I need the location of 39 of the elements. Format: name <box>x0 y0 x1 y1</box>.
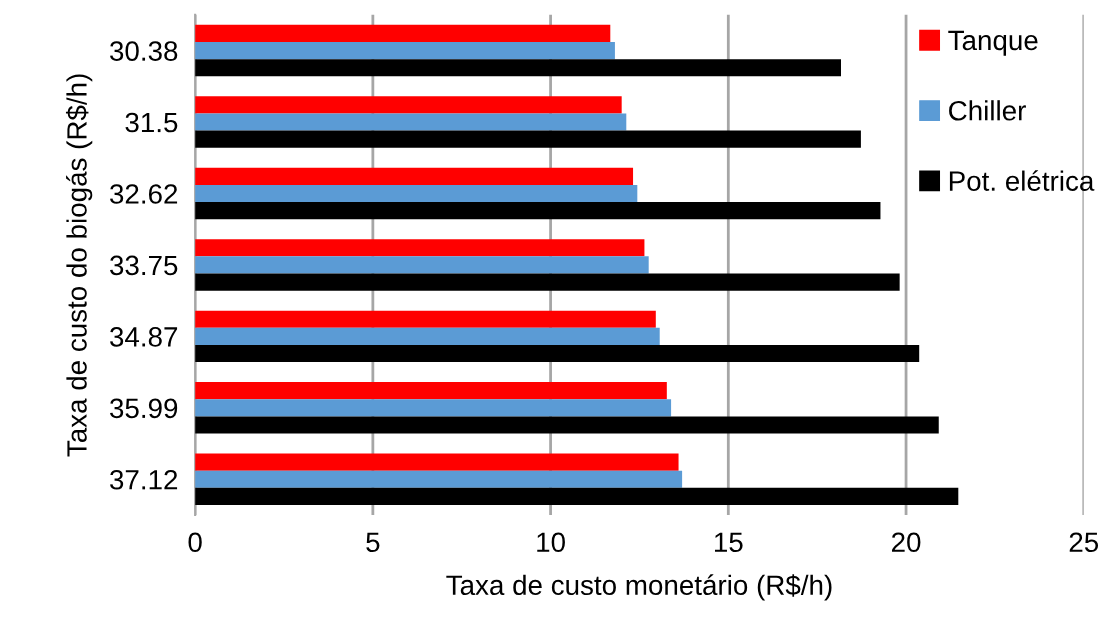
y-tick-label: 30.38 <box>110 41 178 61</box>
x-tick-label: 10 <box>537 532 565 553</box>
y-tick-label: 33.75 <box>110 255 178 276</box>
legend-label: Tanque <box>948 30 1038 56</box>
x-tick-label: 20 <box>892 532 921 553</box>
y-tick-label: 35.99 <box>110 398 178 419</box>
bar <box>195 273 900 291</box>
bar <box>195 416 939 434</box>
x-tick-label: 5 <box>366 532 380 553</box>
bar <box>195 167 634 185</box>
bar <box>195 382 667 400</box>
x-tick-label: 0 <box>188 532 202 553</box>
legend-label: Chiller <box>949 100 1026 121</box>
bar <box>195 130 861 148</box>
bar <box>195 470 683 488</box>
bar <box>195 487 959 505</box>
y-tick-label: 34.87 <box>110 327 178 347</box>
x-tick-label: 25 <box>1069 532 1099 553</box>
bar <box>195 113 627 131</box>
legend-label: Pot. elétrica <box>949 170 1095 191</box>
bar <box>195 24 611 43</box>
bar <box>195 453 679 471</box>
bar <box>195 59 841 77</box>
y-tick-label: 31.5 <box>125 112 178 133</box>
bar <box>195 202 881 220</box>
bar <box>195 310 656 328</box>
bar <box>195 239 645 257</box>
bar <box>195 184 638 203</box>
bar <box>195 327 660 345</box>
y-tick-label: 37.12 <box>110 469 178 490</box>
bar <box>195 399 672 417</box>
y-axis-title: Taxa de custo do biogás (R$/h) <box>65 74 93 457</box>
bar <box>195 344 920 363</box>
x-tick-label: 15 <box>714 532 743 553</box>
x-axis-title: Taxa de custo monetário (R$/h) <box>446 574 832 601</box>
bar <box>195 96 622 114</box>
bar <box>195 42 615 60</box>
y-tick-label: 32.62 <box>110 184 178 204</box>
bar <box>195 256 649 274</box>
